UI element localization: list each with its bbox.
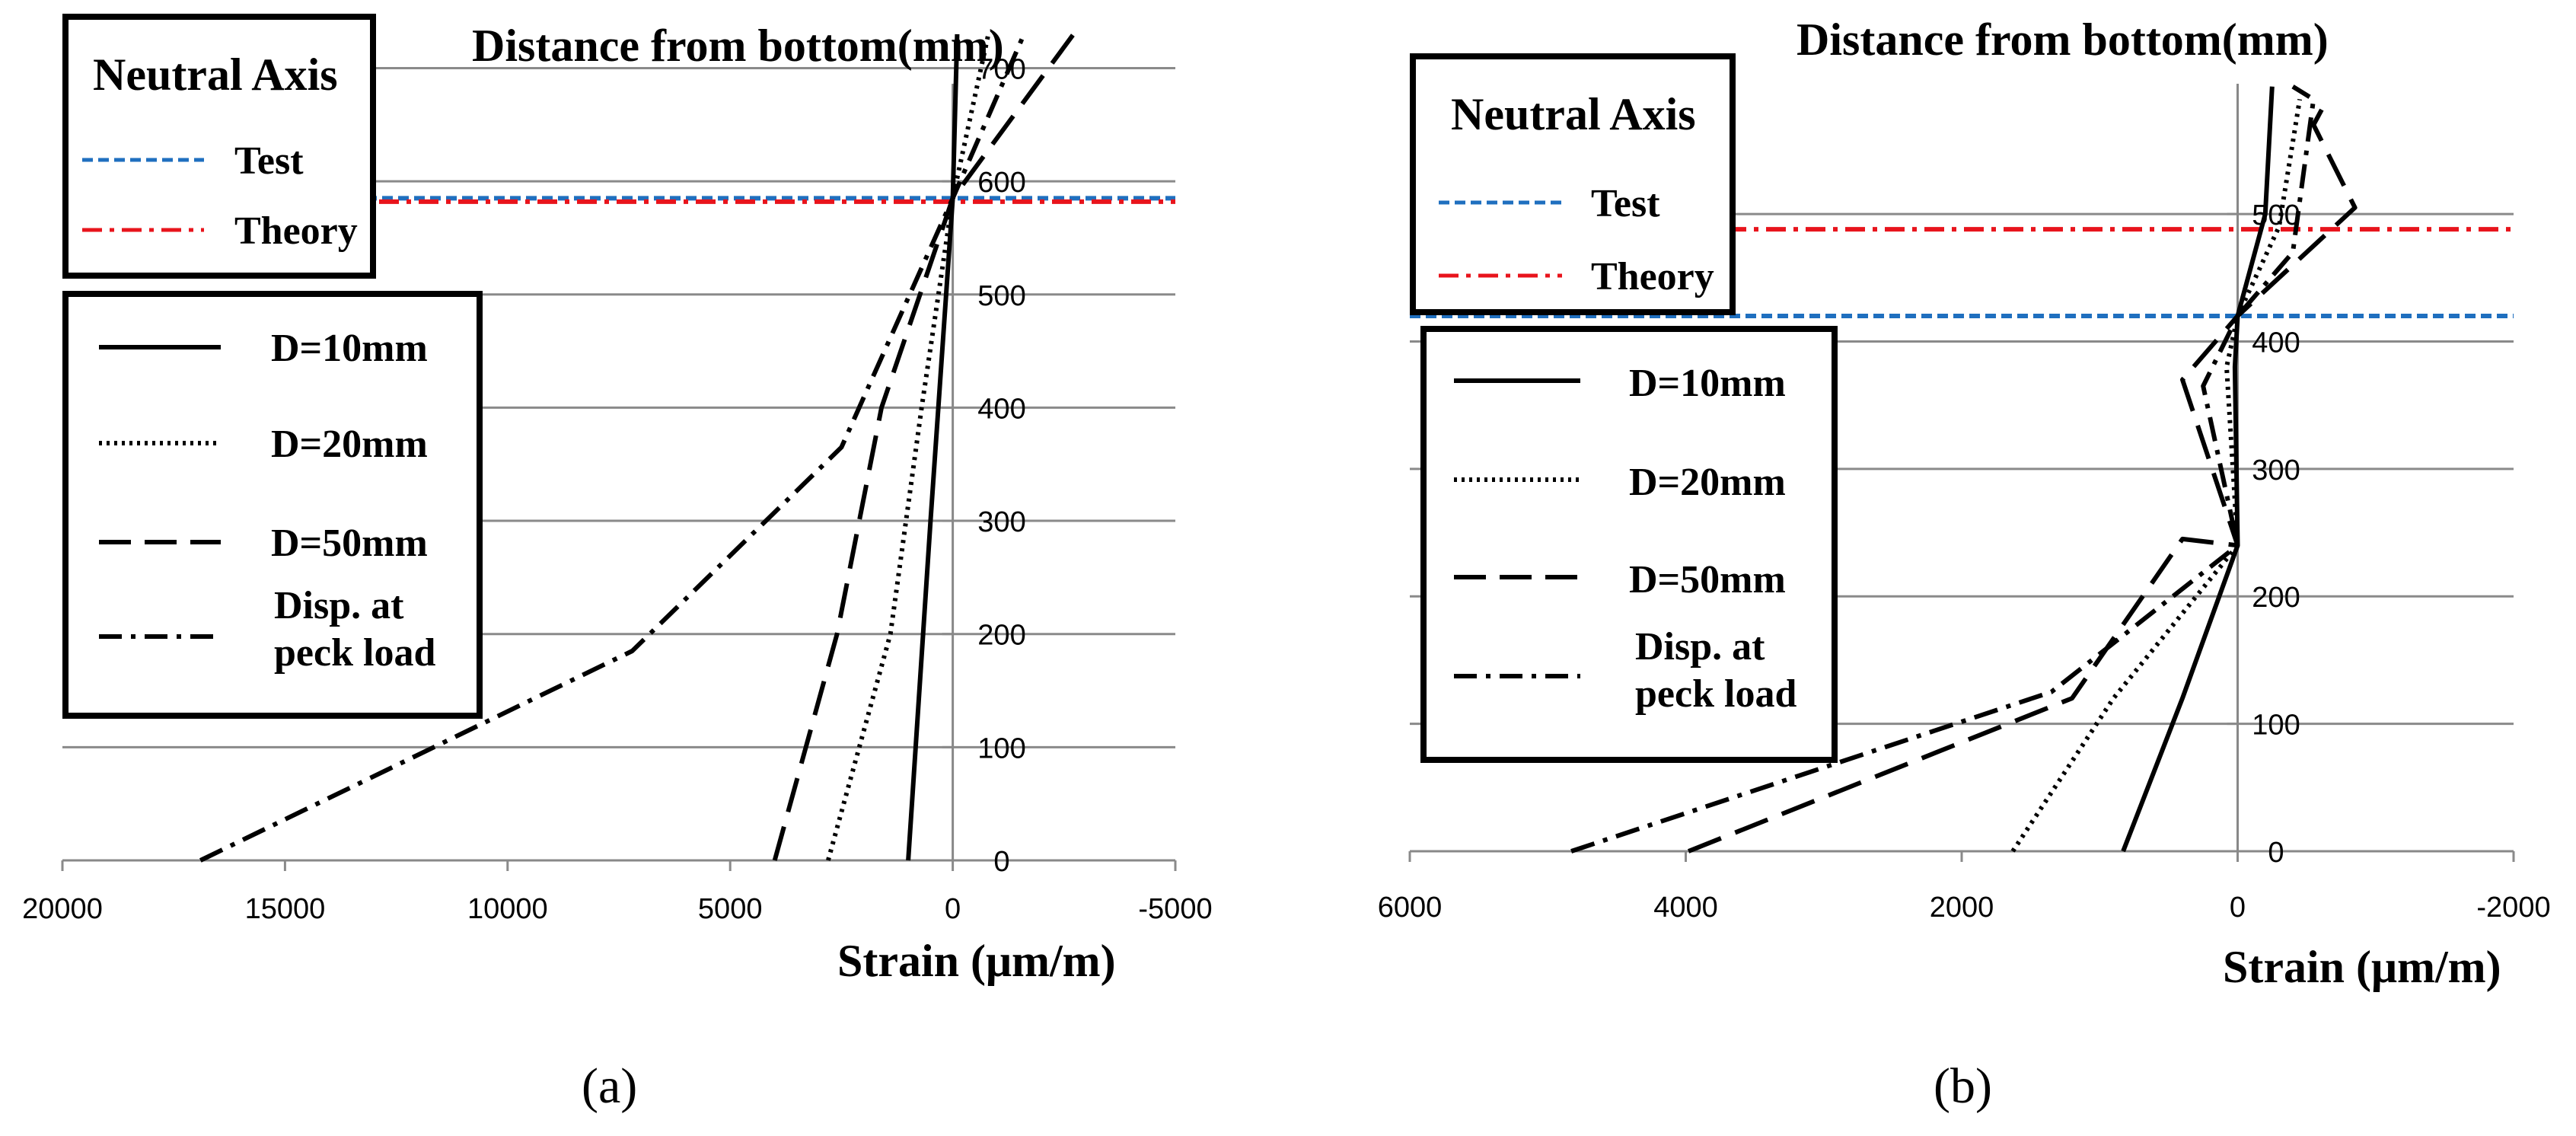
legend-label-d50: D=50mm (1629, 558, 1786, 602)
series-d-20mm (826, 34, 991, 861)
x-tick-label: 4000 (1653, 892, 1718, 924)
series-d-50mm (772, 21, 1084, 861)
chart-panel-b: 6000 4000 2000 0 -2000 0 100 200 300 400 500 Dist… (1378, 14, 2551, 1114)
x-tick-label: -5000 (1138, 893, 1212, 925)
neutral-axis-legend: Neutral Axis Test Theory (1410, 53, 1736, 315)
legend-label-d20: D=20mm (271, 423, 428, 466)
x-tick-label: 5000 (698, 893, 763, 925)
legend-label-test: Test (234, 139, 304, 183)
chart-panel-a: 20000 15000 10000 5000 0 -5000 0 100 200 300 400 5… (22, 14, 1213, 1114)
x-tick-label: 6000 (1378, 892, 1443, 924)
x-axis-title: Strain (μm/m) (2223, 942, 2501, 992)
legend-label-test: Test (1591, 182, 1660, 225)
legend-label-d10: D=10mm (1629, 362, 1786, 405)
y-tick-label: 600 (977, 167, 1025, 199)
neutral-axis-legend-title: Neutral Axis (1451, 89, 1696, 139)
legend-label-disp-line1: Disp. at peck load (1635, 625, 1797, 716)
y-tick-label: 500 (2252, 199, 2300, 231)
x-tick-label: 0 (945, 893, 961, 925)
y-tick-label: 700 (977, 53, 1025, 85)
series-lines (199, 21, 1084, 863)
y-tick-label: 300 (2252, 455, 2300, 487)
neutral-axis-legend-title: Neutral Axis (93, 49, 338, 100)
legend-label-d10: D=10mm (271, 327, 428, 370)
x-tick-labels: 6000 4000 2000 0 -2000 (1378, 851, 2551, 924)
y-tick-label: 200 (2252, 582, 2300, 614)
legend-label-d20: D=20mm (1629, 461, 1786, 504)
x-tick-label: 15000 (245, 893, 326, 925)
y-axis-title: Distance from bottom(mm) (472, 21, 1004, 71)
series-disp-at-peck-load (1570, 85, 2316, 854)
x-tick-label: 10000 (467, 893, 548, 925)
legend-label-theory: Theory (234, 209, 358, 253)
series-legend: D=10mm D=20mm D=50mm Disp. at peck load (62, 291, 483, 719)
y-tick-label: 500 (977, 280, 1025, 312)
y-tick-label: 300 (977, 506, 1025, 538)
x-tick-label: -2000 (2476, 892, 2550, 924)
y-tick-label: 0 (993, 846, 1009, 878)
neutral-axis-legend-box (62, 14, 376, 279)
series-d-10mm (2121, 86, 2275, 853)
legend-label-theory: Theory (1591, 255, 1714, 298)
y-tick-label: 100 (2252, 710, 2300, 742)
neutral-axis-lines (1410, 227, 2514, 318)
y-tick-label: 400 (977, 393, 1025, 425)
y-tick-labels: 0 100 200 300 400 500 (2252, 199, 2300, 869)
y-tick-label: 100 (977, 732, 1025, 764)
x-tick-labels: 20000 15000 10000 5000 0 -5000 (22, 860, 1213, 925)
y-tick-label: 0 (2268, 837, 2284, 869)
x-tick-label: 20000 (22, 893, 103, 925)
series-legend-box (1420, 326, 1838, 763)
y-tick-label: 400 (2252, 327, 2300, 359)
neutral-axis-legend-box (1410, 53, 1736, 315)
neutral-axis-legend: Neutral Axis Test Theory (62, 14, 376, 279)
series-lines (1570, 85, 2358, 854)
series-disp-at-peck-load (199, 33, 1026, 863)
x-tick-label: 2000 (1930, 892, 1994, 924)
legend-label-d50: D=50mm (271, 522, 428, 565)
panel-label-a: (a) (582, 1058, 637, 1114)
series-legend-box (62, 291, 483, 719)
y-axis-title: Distance from bottom(mm) (1797, 14, 2329, 65)
legend-label-disp-line1: Disp. at peck load (274, 584, 435, 675)
series-legend: D=10mm D=20mm D=50mm Disp. at peck load (1420, 326, 1838, 763)
y-tick-label: 200 (977, 620, 1025, 652)
x-tick-label: 0 (2230, 892, 2246, 924)
y-tick-labels: 0 100 200 300 400 500 600 700 (977, 53, 1025, 878)
x-axis-title: Strain (μm/m) (837, 936, 1116, 986)
series-d-10mm (906, 34, 960, 861)
panel-label-b: (b) (1934, 1058, 1992, 1114)
